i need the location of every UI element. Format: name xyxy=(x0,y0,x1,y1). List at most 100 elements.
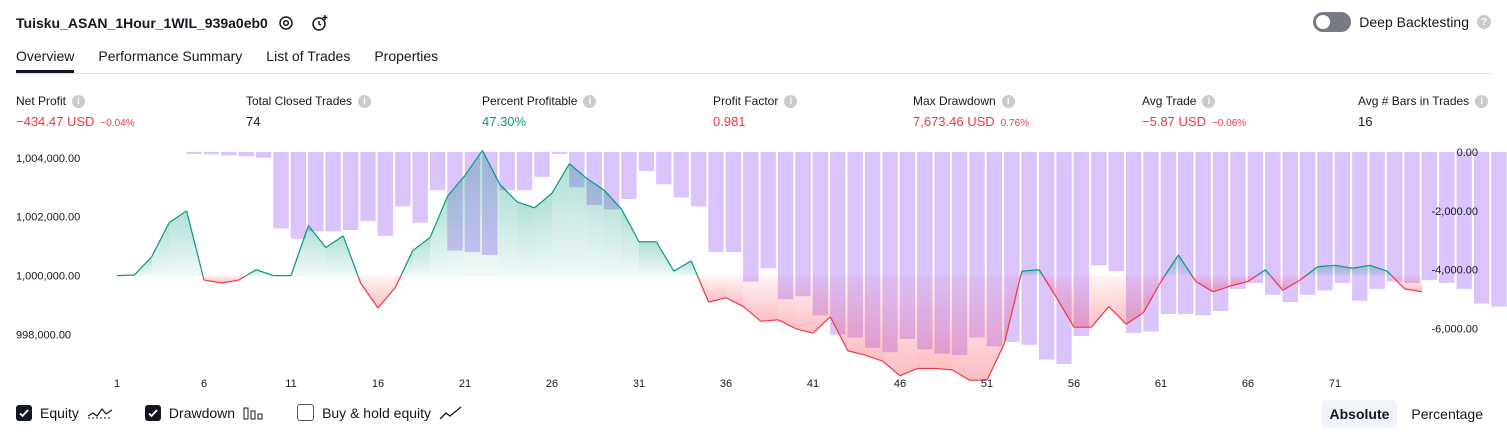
info-icon[interactable]: i xyxy=(1002,95,1015,108)
metric-label: Net Profit xyxy=(16,94,66,108)
drawdown-bar xyxy=(1491,152,1506,307)
left-axis-tick-label: 1,002,000.00 xyxy=(16,212,80,224)
metric-avg-bars: Avg # Bars in Trades i 16 xyxy=(1358,94,1488,129)
info-icon[interactable]: i xyxy=(1475,95,1488,108)
info-icon[interactable]: i xyxy=(784,95,797,108)
drawdown-bar xyxy=(674,152,689,198)
buyhold-checkbox[interactable] xyxy=(297,404,314,421)
equity-toggle[interactable]: Equity xyxy=(16,405,113,421)
equity-fill-segment xyxy=(378,276,395,308)
drawdown-checkbox[interactable] xyxy=(145,405,161,421)
tab-overview[interactable]: Overview xyxy=(16,48,74,73)
metric-percent: −0.06% xyxy=(1212,118,1246,129)
tab-performance-summary[interactable]: Performance Summary xyxy=(98,48,242,73)
drawdown-bar xyxy=(291,152,306,239)
equity-fill-segment xyxy=(569,164,586,276)
metric-label: Profit Factor xyxy=(713,94,778,108)
equity-checkbox[interactable] xyxy=(16,405,32,421)
drawdown-bar xyxy=(1474,152,1489,304)
x-axis-tick-label: 56 xyxy=(1068,378,1080,390)
equity-fill-segment xyxy=(900,276,917,376)
drawdown-bar xyxy=(621,152,636,199)
equity-fill-segment xyxy=(865,276,882,361)
equity-fill-segment xyxy=(1074,276,1091,328)
metric-label: Total Closed Trades xyxy=(246,94,352,108)
chart-legend: Equity Drawdown Buy & hold equity xyxy=(16,404,495,421)
deep-backtesting-control: Deep Backtesting ? xyxy=(1313,12,1491,32)
drawdown-bar xyxy=(656,152,671,184)
equity-label: Equity xyxy=(40,405,79,421)
add-alert-clock-icon[interactable] xyxy=(310,13,330,33)
drawdown-bar xyxy=(1404,152,1419,283)
settings-gear-icon[interactable] xyxy=(276,13,296,33)
drawdown-bar xyxy=(726,152,741,252)
equity-fill-segment xyxy=(517,202,534,276)
metric-percent: −0.04% xyxy=(100,118,134,129)
buyhold-toggle[interactable]: Buy & hold equity xyxy=(297,404,463,421)
right-axis-tick-label: 0.00 xyxy=(1457,147,1478,159)
drawdown-bar xyxy=(1335,152,1350,283)
left-axis: 1,004,000.00 1,002,000.00 1,000,000.00 998,… xyxy=(16,153,80,342)
drawdown-bar xyxy=(413,152,428,223)
drawdown-toggle[interactable]: Drawdown xyxy=(145,405,265,421)
metric-value: −434.47 USD xyxy=(16,114,94,129)
equity-fill-segment xyxy=(830,276,847,351)
help-icon[interactable]: ? xyxy=(1477,15,1491,29)
drawdown-bar xyxy=(552,152,567,154)
right-axis-tick-label: -4,000.00 xyxy=(1432,265,1478,277)
x-axis-tick-label: 41 xyxy=(807,378,819,390)
drawdown-bar xyxy=(795,152,810,296)
metric-value: −5.87 USD xyxy=(1142,114,1206,129)
metric-max-drawdown: Max Drawdown i 7,673.46 USD 0.76% xyxy=(913,94,1029,129)
metric-percent: 0.76% xyxy=(1001,118,1029,129)
left-axis-tick-label: 1,000,000.00 xyxy=(16,271,80,283)
drawdown-bar xyxy=(239,152,254,156)
metric-profit-factor: Profit Factor i 0.981 xyxy=(713,94,797,129)
x-axis-tick-label: 6 xyxy=(201,378,207,390)
drawdown-bar xyxy=(743,152,758,282)
drawdown-bar xyxy=(534,152,549,177)
equity-drawdown-chart: 1,004,000.00 1,002,000.00 1,000,000.00 998,… xyxy=(0,138,1507,396)
x-axis-tick-label: 66 xyxy=(1242,378,1254,390)
info-icon[interactable]: i xyxy=(1202,95,1215,108)
percentage-button[interactable]: Percentage xyxy=(1403,400,1491,428)
equity-fill-segment xyxy=(152,223,169,276)
equity-fill-segment xyxy=(413,237,430,275)
equity-fill-segment xyxy=(587,178,604,275)
equity-line-icon xyxy=(87,405,113,421)
info-icon[interactable]: i xyxy=(358,95,371,108)
drawdown-bar xyxy=(500,152,515,190)
deep-backtesting-toggle[interactable] xyxy=(1313,12,1351,32)
right-axis-tick-label: -6,000.00 xyxy=(1432,324,1478,336)
equity-fill-segment xyxy=(952,276,969,381)
metric-value: 74 xyxy=(246,114,260,129)
info-icon[interactable]: i xyxy=(72,95,85,108)
drawdown-bar xyxy=(1161,152,1176,314)
drawdown-bar xyxy=(186,152,201,154)
absolute-button[interactable]: Absolute xyxy=(1322,400,1398,428)
metric-total-closed-trades: Total Closed Trades i 74 xyxy=(246,94,371,129)
tab-divider xyxy=(16,73,1491,74)
metric-avg-trade: Avg Trade i −5.87 USD −0.06% xyxy=(1142,94,1246,129)
x-axis-tick-label: 36 xyxy=(720,378,732,390)
equity-fill-segment xyxy=(883,276,900,376)
left-axis-tick-label: 1,004,000.00 xyxy=(16,153,80,165)
drawdown-bar xyxy=(1248,152,1263,283)
left-axis-tick-label: 998,000.00 xyxy=(16,330,71,342)
strategy-title: Tuisku_ASAN_1Hour_1WIL_939a0eb0 xyxy=(16,15,268,31)
drawdown-bar xyxy=(1196,152,1211,316)
info-icon[interactable]: i xyxy=(583,95,596,108)
equity-fill-segment xyxy=(500,184,517,275)
x-axis-tick-label: 26 xyxy=(546,378,558,390)
equity-fill-segment xyxy=(552,164,569,276)
tab-list-of-trades[interactable]: List of Trades xyxy=(266,48,350,73)
buyhold-label: Buy & hold equity xyxy=(322,405,431,421)
tab-properties[interactable]: Properties xyxy=(374,48,438,73)
metric-label: Avg # Bars in Trades xyxy=(1358,94,1469,108)
drawdown-bar xyxy=(256,152,271,158)
x-axis-tick-label: 16 xyxy=(372,378,384,390)
drawdown-bar xyxy=(1022,152,1037,345)
equity-fill-segment xyxy=(970,276,987,381)
metric-net-profit: Net Profit i −434.47 USD −0.04% xyxy=(16,94,135,129)
drawdown-bar xyxy=(691,152,706,207)
